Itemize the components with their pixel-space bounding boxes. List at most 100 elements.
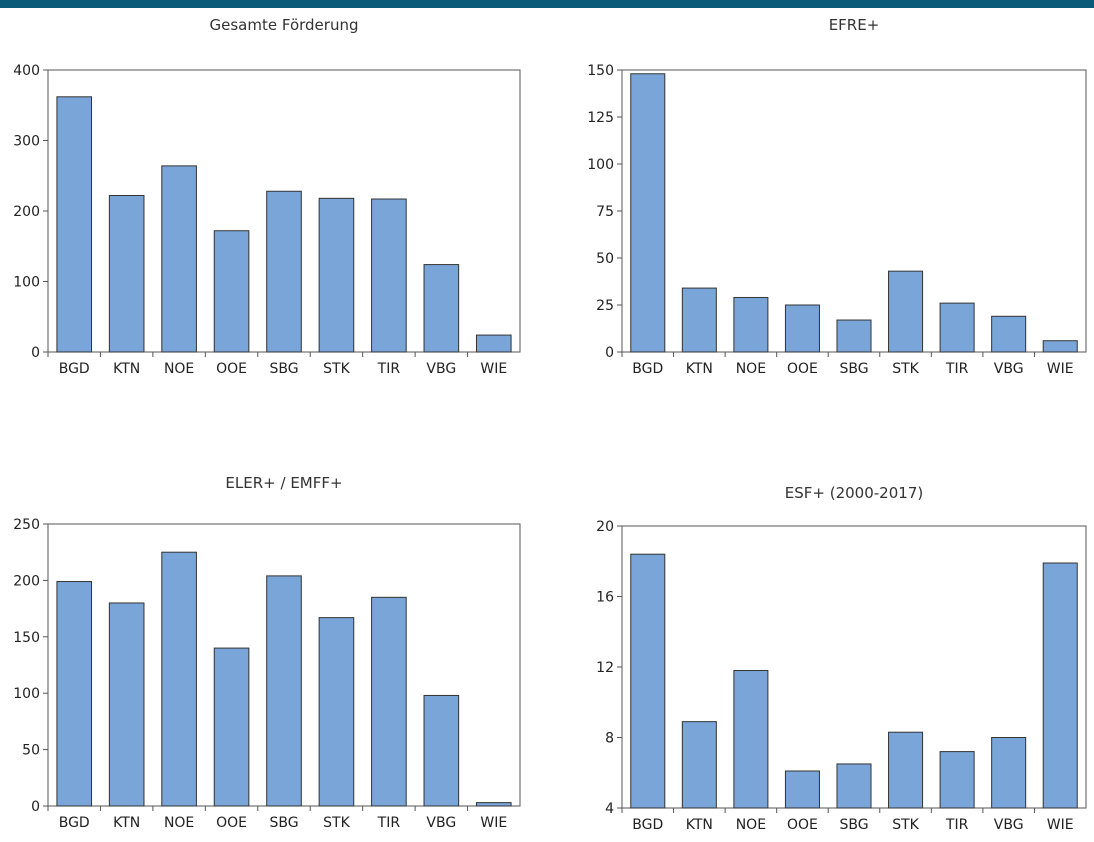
- bar-tir: [940, 303, 974, 352]
- x-tick-label: BGD: [59, 815, 90, 831]
- x-tick-label: TIR: [377, 815, 401, 831]
- x-tick-label: TIR: [377, 361, 401, 377]
- x-tick-label: BGD: [632, 817, 663, 833]
- bar-sbg: [267, 191, 302, 352]
- y-tick-label: 0: [31, 799, 40, 815]
- x-tick-label: STK: [323, 815, 350, 831]
- bar-ktn: [682, 288, 716, 352]
- chart-svg: ELER+ / EMFF+ 0 50 100 150 200 250 BGD KTN NOE OOE…: [0, 468, 540, 842]
- bar-ktn: [109, 195, 144, 352]
- bar-tir: [940, 752, 974, 808]
- x-tick-label: BGD: [632, 361, 663, 377]
- x-tick-label: KTN: [113, 815, 140, 831]
- chart-title: ESF+ (2000-2017): [785, 484, 923, 502]
- x-tick-label: WIE: [480, 815, 507, 831]
- chart-panel-efre: EFRE+ 0 25 50 75 100 125 150 BGD KTN NOE OOE SBG STK T…: [548, 8, 1094, 388]
- y-tick-label: 125: [587, 110, 614, 126]
- x-tick-label: TIR: [945, 361, 969, 377]
- y-tick-label: 75: [596, 204, 614, 220]
- chart-panel-eler-emff: ELER+ / EMFF+ 0 50 100 150 200 250 BGD KTN NOE OOE…: [0, 468, 540, 842]
- x-tick-label: KTN: [113, 361, 140, 377]
- bar-bgd: [57, 97, 92, 352]
- x-tick-label: VBG: [994, 361, 1024, 377]
- bar-ktn: [109, 603, 144, 806]
- bar-tir: [372, 199, 407, 352]
- x-tick-label: VBG: [994, 817, 1024, 833]
- bar-sbg: [837, 320, 871, 352]
- bar-stk: [319, 618, 354, 806]
- y-tick-label: 0: [605, 345, 614, 361]
- x-tick-label: KTN: [686, 817, 713, 833]
- y-tick-label: 400: [13, 63, 40, 79]
- x-tick-label: OOE: [216, 815, 247, 831]
- y-tick-label: 12: [596, 660, 614, 676]
- x-tick-label: NOE: [736, 361, 766, 377]
- y-tick-label: 200: [13, 573, 40, 589]
- x-tick-label: VBG: [426, 815, 456, 831]
- bar-tir: [372, 597, 407, 806]
- bar-bgd: [57, 582, 92, 806]
- x-tick-label: NOE: [164, 815, 194, 831]
- x-tick-label: WIE: [1047, 361, 1074, 377]
- top-bar: [0, 0, 1094, 8]
- y-tick-label: 200: [13, 204, 40, 220]
- y-tick-label: 0: [31, 345, 40, 361]
- x-tick-label: OOE: [216, 361, 247, 377]
- y-tick-label: 50: [596, 251, 614, 267]
- chart-svg: ESF+ (2000-2017) 4 8 12 16 20 BGD KTN NOE OOE SBG S…: [548, 468, 1094, 842]
- bar-noe: [162, 552, 197, 806]
- y-tick-label: 8: [605, 731, 614, 747]
- y-tick-label: 100: [587, 157, 614, 173]
- chart-panel-esf-2000-2017: ESF+ (2000-2017) 4 8 12 16 20 BGD KTN NOE OOE SBG S…: [548, 468, 1094, 842]
- y-tick-label: 100: [13, 275, 40, 291]
- y-tick-label: 150: [13, 630, 40, 646]
- bar-wie: [476, 335, 511, 352]
- bar-wie: [476, 803, 511, 806]
- bar-bgd: [631, 554, 665, 808]
- bar-stk: [889, 271, 923, 352]
- chart-title: Gesamte Förderung: [210, 16, 359, 34]
- bar-noe: [162, 166, 197, 352]
- bar-ooe: [214, 231, 249, 352]
- x-tick-label: STK: [892, 361, 919, 377]
- y-tick-label: 20: [596, 519, 614, 535]
- x-tick-label: OOE: [787, 817, 818, 833]
- chart-svg: EFRE+ 0 25 50 75 100 125 150 BGD KTN NOE OOE SBG STK T…: [548, 8, 1094, 388]
- bar-vbg: [424, 695, 459, 806]
- x-tick-label: NOE: [164, 361, 194, 377]
- bar-ktn: [682, 722, 716, 808]
- x-tick-label: SBG: [269, 815, 298, 831]
- x-tick-label: WIE: [1047, 817, 1074, 833]
- bar-noe: [734, 671, 768, 808]
- chart-title: EFRE+: [829, 16, 880, 34]
- chart-panel-gesamte-f-rderung: Gesamte Förderung 0 100 200 300 400 BGD KTN NOE O…: [0, 8, 540, 388]
- y-tick-label: 100: [13, 686, 40, 702]
- x-tick-label: BGD: [59, 361, 90, 377]
- x-tick-label: KTN: [686, 361, 713, 377]
- y-tick-label: 150: [587, 63, 614, 79]
- bar-vbg: [992, 316, 1026, 352]
- x-tick-label: WIE: [480, 361, 507, 377]
- x-tick-label: SBG: [839, 817, 868, 833]
- y-tick-label: 300: [13, 134, 40, 150]
- x-tick-label: NOE: [736, 817, 766, 833]
- bar-bgd: [631, 74, 665, 352]
- y-tick-label: 4: [605, 801, 614, 817]
- x-tick-label: SBG: [839, 361, 868, 377]
- x-tick-label: OOE: [787, 361, 818, 377]
- bar-ooe: [214, 648, 249, 806]
- x-tick-label: SBG: [269, 361, 298, 377]
- bar-stk: [889, 732, 923, 808]
- y-tick-label: 16: [596, 590, 614, 606]
- x-tick-label: STK: [892, 817, 919, 833]
- y-tick-label: 250: [13, 517, 40, 533]
- bar-ooe: [785, 771, 819, 808]
- x-tick-label: VBG: [426, 361, 456, 377]
- chart-svg: Gesamte Förderung 0 100 200 300 400 BGD KTN NOE O…: [0, 8, 540, 388]
- x-tick-label: STK: [323, 361, 350, 377]
- bar-vbg: [992, 738, 1026, 809]
- y-tick-label: 50: [22, 743, 40, 759]
- chart-title: ELER+ / EMFF+: [225, 474, 342, 492]
- bar-stk: [319, 198, 354, 352]
- bar-wie: [1043, 563, 1077, 808]
